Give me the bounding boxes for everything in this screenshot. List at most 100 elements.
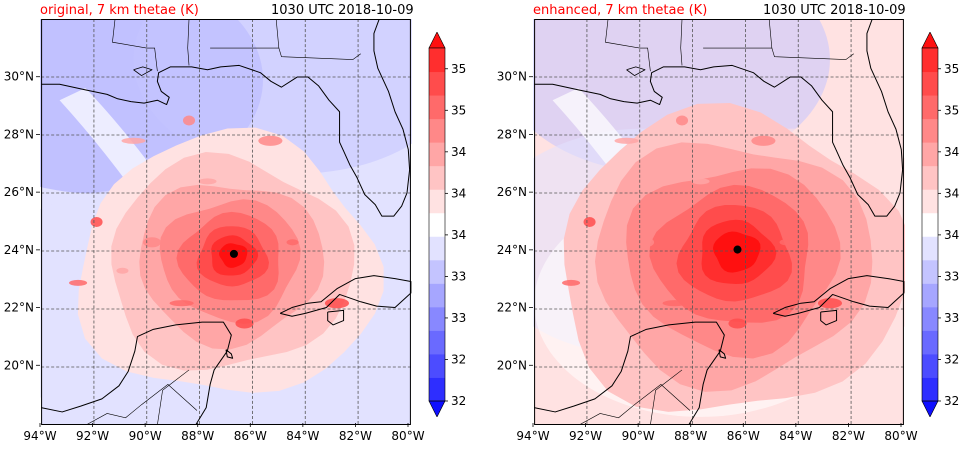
convective-cell-4: [198, 178, 217, 185]
lon-label-0: 94°W: [516, 429, 549, 443]
convective-cell-11: [817, 298, 843, 309]
gulf-coastline: [41, 19, 411, 217]
colorbar-bin-1: [429, 377, 445, 402]
lat-label-5: 30°N: [4, 70, 34, 84]
convective-cell-0: [609, 267, 622, 274]
colorbar-label-325: 325: [944, 394, 960, 408]
convective-cell-6: [286, 239, 299, 246]
lat-label-3: 26°N: [497, 185, 527, 199]
colorbar-extend-max: [428, 32, 446, 49]
colorbar-label-353: 353: [944, 103, 960, 117]
convective-cell-3: [583, 216, 596, 228]
border-3: [605, 19, 651, 72]
lon-label-3: 88°W: [674, 429, 707, 443]
colorbar-bin-4: [922, 306, 938, 331]
lat-label-0: 20°N: [497, 358, 527, 372]
border-1: [634, 384, 691, 411]
colorbar-bin-14: [429, 71, 445, 96]
convective-cell-2: [169, 300, 194, 307]
convective-cell-6: [779, 239, 792, 246]
thetae-field: [533, 19, 905, 417]
lat-label-1: 22°N: [497, 301, 527, 315]
left-timestamp: 1030 UTC 2018-10-09: [271, 3, 414, 18]
colorbar-outline: [921, 47, 939, 402]
colorbar-outline: [428, 47, 446, 402]
colorbar-bin-9: [922, 189, 938, 214]
graticule: [534, 19, 904, 425]
lake-outline: [626, 66, 646, 76]
lon-label-6: 82°W: [339, 429, 372, 443]
border-0: [85, 404, 142, 425]
cozumel-coastline: [718, 349, 727, 359]
border-2: [157, 369, 190, 425]
border-0: [578, 404, 635, 425]
colorbar-bin-12: [922, 118, 938, 143]
colorbar-bin-12: [429, 118, 445, 143]
colorbar-bin-7: [922, 236, 938, 261]
convective-cell-8: [121, 137, 146, 144]
colorbar-label-333: 333: [944, 311, 960, 325]
isla-juventud-coastline: [820, 309, 838, 326]
colorbar-bin-11: [922, 142, 938, 167]
lon-label-7: 80°W: [884, 429, 917, 443]
colorbar-label-333: 333: [451, 311, 467, 325]
isla-juventud-coastline: [327, 309, 345, 326]
border-1: [141, 384, 198, 411]
colorbar-bin-9: [429, 189, 445, 214]
lon-label-6: 82°W: [832, 429, 865, 443]
lat-label-5: 30°N: [497, 70, 527, 84]
convective-cell-3: [90, 216, 103, 228]
convective-cell-10: [562, 279, 581, 286]
lon-label-5: 84°W: [286, 429, 319, 443]
colorbar-bin-13: [429, 95, 445, 120]
storm-center-marker: [733, 245, 742, 254]
lon-label-4: 86°W: [234, 429, 267, 443]
lat-label-0: 20°N: [4, 358, 34, 372]
colorbar-bin-3: [429, 330, 445, 355]
right-map: [533, 19, 905, 425]
political-borders: [578, 19, 854, 425]
convective-cell-0: [116, 267, 129, 274]
lon-label-4: 86°W: [727, 429, 760, 443]
convective-cell-7: [235, 318, 254, 329]
colorbar-label-349: 349: [451, 145, 467, 159]
colorbar-extend-min: [921, 400, 939, 417]
colorbar-bin-6: [429, 259, 445, 284]
right-timestamp: 1030 UTC 2018-10-09: [763, 3, 906, 18]
yucatan-coastline: [533, 321, 725, 425]
colorbar-bin-6: [922, 259, 938, 284]
colorbar-bin-13: [922, 95, 938, 120]
lat-label-2: 24°N: [497, 243, 527, 257]
colorbar-label-341: 341: [944, 228, 960, 242]
colorbar-label-329: 329: [944, 352, 960, 366]
left-map: [40, 19, 412, 425]
lat-label-4: 28°N: [497, 127, 527, 141]
border-4: [680, 19, 683, 66]
colorbar-bin-8: [922, 212, 938, 237]
colorbar-bin-2: [429, 353, 445, 378]
graticule: [41, 19, 411, 425]
colorbar-label-341: 341: [451, 228, 467, 242]
colorbar-bin-10: [429, 165, 445, 190]
thetae-field: [40, 19, 412, 417]
border-6: [278, 47, 361, 60]
political-borders: [85, 19, 361, 425]
convective-cell-9: [675, 115, 689, 126]
lon-label-3: 88°W: [181, 429, 214, 443]
colorbar-bin-7: [429, 236, 445, 261]
map-frame: [41, 19, 411, 425]
colorbar-extend-max: [921, 32, 939, 49]
lat-label-2: 24°N: [4, 243, 34, 257]
colorbar-label-325: 325: [451, 394, 467, 408]
convective-cell-4: [691, 178, 710, 185]
colorbar-bin-10: [922, 165, 938, 190]
right-colorbar: 325 329 333 337 341 345 349 353 357: [921, 32, 960, 417]
convective-cell-7: [728, 318, 747, 329]
colorbar-label-349: 349: [944, 145, 960, 159]
colorbar-label-357: 357: [944, 62, 960, 76]
convective-cell-1: [635, 237, 655, 248]
colorbar-bin-3: [922, 330, 938, 355]
left-title: original, 7 km thetae (K): [40, 3, 199, 18]
convective-cell-11: [324, 298, 350, 309]
colorbar-label-337: 337: [944, 269, 960, 283]
